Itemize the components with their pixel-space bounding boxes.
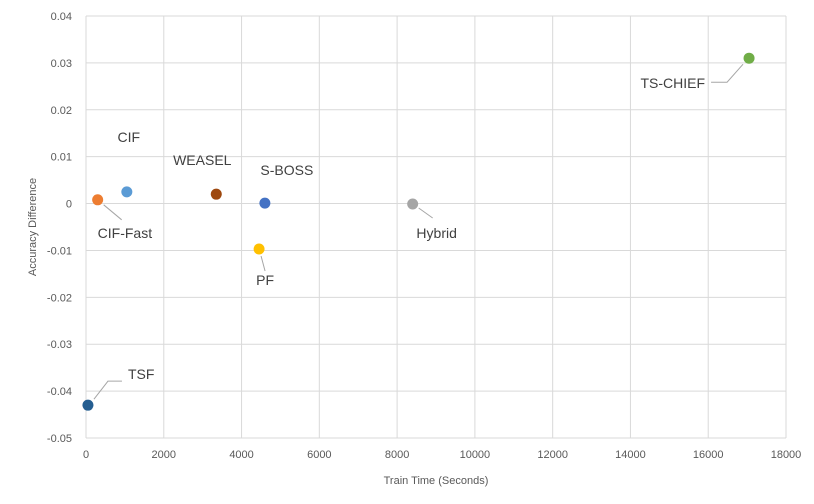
data-label: CIF xyxy=(118,129,141,145)
x-tick-label: 0 xyxy=(83,449,89,461)
data-label: Hybrid xyxy=(416,225,456,241)
data-point xyxy=(92,194,104,206)
vertical-gridlines xyxy=(85,16,787,438)
x-tick-label: 18000 xyxy=(771,449,802,461)
data-points xyxy=(82,52,755,411)
data-label: CIF-Fast xyxy=(98,225,153,241)
y-tick-label: -0.05 xyxy=(47,433,72,445)
data-label: TS-CHIEF xyxy=(640,75,705,91)
data-point xyxy=(407,198,419,210)
data-point xyxy=(121,186,133,198)
y-tick-label: -0.03 xyxy=(47,339,72,351)
leader-line xyxy=(418,207,433,219)
point-labels: TSF CIF-Fast CIF WEASEL PF S-BOSS Hybrid TS-CHI… xyxy=(98,75,705,382)
x-tick-label: 10000 xyxy=(460,449,491,461)
y-tick-label: 0.01 xyxy=(51,152,72,164)
y-tick-label: -0.04 xyxy=(47,386,72,398)
data-point xyxy=(743,52,755,64)
y-tick-label: 0.03 xyxy=(51,58,72,70)
y-axis-ticks: 0.04 0.03 0.02 0.01 0 -0.01 -0.02 -0.03 -0.04 -0.… xyxy=(47,11,72,445)
data-label: PF xyxy=(256,272,274,288)
leader-line xyxy=(711,63,744,83)
data-point xyxy=(82,399,94,411)
leader-line xyxy=(103,204,122,221)
y-tick-label: -0.01 xyxy=(47,245,72,257)
x-tick-label: 14000 xyxy=(615,449,646,461)
data-label: WEASEL xyxy=(173,152,232,168)
label-leader-lines xyxy=(93,63,744,400)
x-tick-label: 6000 xyxy=(307,449,331,461)
horizontal-gridlines xyxy=(86,15,786,439)
y-tick-label: -0.02 xyxy=(47,292,72,304)
x-tick-label: 12000 xyxy=(537,449,568,461)
data-label: TSF xyxy=(128,366,154,382)
x-tick-label: 4000 xyxy=(229,449,253,461)
y-tick-label: 0.02 xyxy=(51,105,72,117)
y-tick-label: 0 xyxy=(66,199,72,211)
data-point xyxy=(253,243,265,255)
x-axis-title: Train Time (Seconds) xyxy=(384,475,489,487)
x-axis-ticks: 0 2000 4000 6000 8000 10000 12000 14000 16000 180… xyxy=(83,449,801,461)
leader-line xyxy=(260,255,266,272)
leader-line xyxy=(93,380,122,400)
data-point xyxy=(259,197,271,209)
x-tick-label: 8000 xyxy=(385,449,409,461)
x-tick-label: 16000 xyxy=(693,449,724,461)
data-point xyxy=(210,188,222,200)
data-label: S-BOSS xyxy=(260,162,313,178)
y-axis-title: Accuracy Difference xyxy=(27,178,39,276)
y-tick-label: 0.04 xyxy=(51,11,72,23)
x-tick-label: 2000 xyxy=(152,449,176,461)
